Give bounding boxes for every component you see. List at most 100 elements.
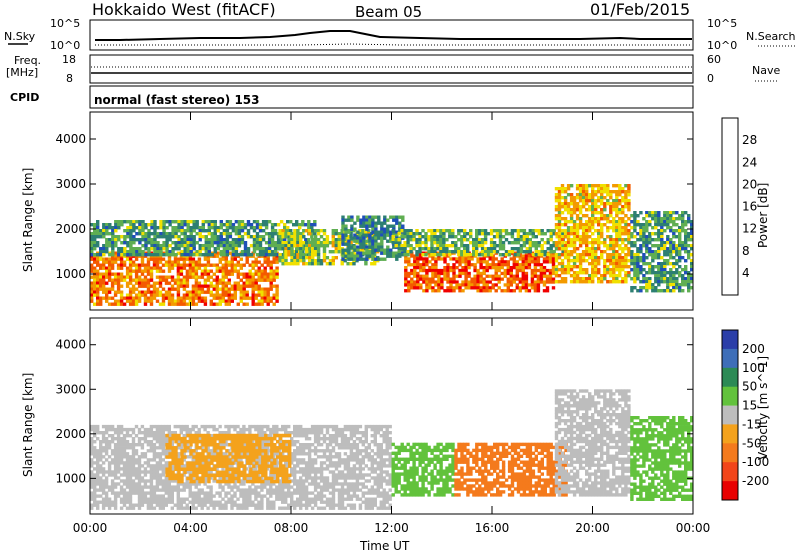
power-echo-cell: [123, 235, 127, 239]
power-echo-cell: [236, 302, 240, 306]
power-echo-cell: [603, 250, 607, 254]
power-echo-cell: [322, 247, 327, 251]
power-echo-cell: [467, 263, 471, 267]
power-echo-cell: [488, 266, 492, 270]
power-echo-cell: [287, 253, 291, 257]
power-echo-cell: [186, 238, 190, 242]
power-echo-cell: [678, 232, 682, 236]
power-echo-cell: [525, 232, 529, 236]
power-echo-cell: [560, 187, 565, 191]
power-echo-cell: [251, 302, 255, 306]
power-echo-cell: [648, 280, 652, 284]
power-echo-cell: [615, 193, 619, 197]
power-echo-cell: [509, 283, 513, 287]
velocity-echo-cell: [158, 452, 163, 456]
power-echo-cell: [498, 253, 503, 257]
power-echo-cell: [479, 260, 483, 264]
velocity-echo-cell: [149, 491, 154, 495]
power-echo-cell: [114, 235, 118, 239]
power-echo-cell: [482, 277, 486, 281]
power-echo-cell: [215, 269, 219, 273]
velocity-echo-cell: [113, 446, 118, 450]
power-echo-cell: [120, 220, 124, 224]
power-echo-cell: [221, 281, 225, 285]
power-echo-cell: [482, 283, 486, 287]
power-echo-cell: [578, 235, 583, 239]
power-echo-cell: [457, 232, 461, 236]
power-echo-cell: [509, 274, 513, 278]
power-echo-cell: [368, 245, 372, 249]
velocity-echo-cell: [125, 485, 130, 489]
velocity-echo-cell: [176, 503, 180, 507]
power-echo-cell: [506, 266, 510, 270]
power-echo-cell: [296, 253, 300, 257]
velocity-echo-cell: [104, 503, 109, 507]
power-echo-cell: [615, 208, 619, 212]
power-echo-cell: [578, 190, 583, 194]
power-echo-cell: [96, 299, 100, 303]
power-echo-cell: [356, 218, 360, 222]
power-echo-cell: [642, 259, 646, 263]
power-echo-cell: [341, 227, 345, 231]
power-echo-cell: [566, 235, 571, 239]
power-echo-cell: [368, 224, 372, 228]
power-echo-cell: [446, 266, 450, 270]
power-echo-cell: [134, 257, 139, 261]
velocity-echo-cell: [128, 458, 133, 462]
power-echo-cell: [443, 289, 447, 293]
power-echo-cell: [560, 229, 565, 233]
power-echo-cell: [563, 202, 568, 206]
power-echo-cell: [533, 268, 538, 273]
power-echo-cell: [311, 241, 315, 245]
power-echo-cell: [138, 223, 142, 227]
power-echo-cell: [242, 290, 246, 294]
power-echo-cell: [110, 278, 115, 282]
power-echo-cell: [159, 250, 163, 254]
power-echo-cell: [591, 193, 595, 197]
velocity-echo-cell: [101, 488, 106, 492]
power-echo-cell: [630, 256, 634, 260]
power-echo-cell: [675, 262, 679, 266]
power-echo-cell: [483, 250, 488, 254]
power-echo-cell: [431, 271, 435, 276]
power-echo-cell: [90, 235, 94, 239]
power-echo-cell: [185, 263, 190, 267]
power-echo-cell: [497, 260, 501, 264]
power-echo-cell: [588, 247, 592, 251]
power-echo-cell: [455, 260, 459, 264]
power-echo-cell: [448, 250, 452, 254]
power-echo-cell: [111, 250, 115, 254]
power-echo-cell: [437, 257, 441, 261]
power-echo-cell: [180, 223, 184, 227]
velocity-echo-cell: [221, 467, 225, 471]
power-echo-cell: [252, 220, 257, 224]
power-echo-cell: [236, 275, 240, 279]
power-echo-cell: [600, 274, 604, 278]
power-echo-cell: [377, 230, 381, 234]
power-echo-cell: [566, 205, 571, 209]
power-echo-cell: [624, 184, 628, 188]
velocity-echo-cell: [96, 437, 100, 441]
power-echo-cell: [425, 263, 429, 267]
power-echo-cell: [119, 284, 124, 288]
power-colorbar-tick-label: 16: [742, 200, 757, 214]
power-echo-cell: [143, 299, 148, 303]
power-echo-cell: [138, 229, 142, 233]
velocity-echo-cell: [173, 503, 177, 507]
velocity-echo-cell: [110, 458, 115, 462]
power-echo-cell: [105, 275, 109, 279]
power-echo-cell: [563, 229, 568, 233]
power-echo-cell: [224, 293, 228, 297]
velocity-echo-cell: [155, 485, 160, 489]
power-echo-cell: [210, 232, 214, 236]
power-echo-cell: [581, 271, 586, 275]
power-echo-cell: [669, 226, 673, 230]
power-echo-cell: [135, 250, 139, 254]
power-echo-cell: [452, 266, 456, 270]
velocity-echo-cell: [149, 470, 154, 474]
power-echo-cell: [304, 238, 308, 242]
velocity-echo-cell: [110, 491, 115, 495]
power-echo-cell: [125, 296, 130, 300]
power-echo-cell: [581, 205, 586, 209]
power-echo-cell: [290, 235, 294, 239]
